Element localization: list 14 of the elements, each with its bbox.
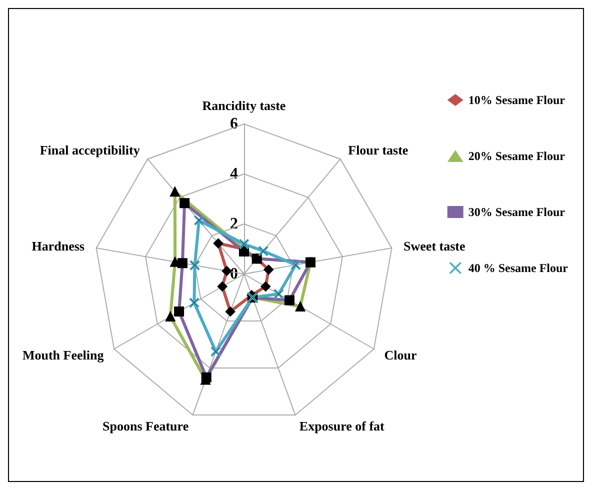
spoke-label: Flour taste xyxy=(348,142,408,158)
legend-label: 40 % Sesame Flour xyxy=(468,261,569,275)
legend-label: 10% Sesame Flour xyxy=(468,93,566,107)
legend-label: 20% Sesame Flour xyxy=(468,149,566,163)
spoke-label: Mouth Feeling xyxy=(22,348,104,362)
spoke-label: Hardness xyxy=(32,238,84,254)
spoke-label: Sweet taste xyxy=(404,238,466,254)
spoke-label: Exposure of fat xyxy=(299,418,386,434)
spoke-label: Spoons Feature xyxy=(102,418,189,434)
spoke-label: Rancidity taste xyxy=(202,98,286,113)
y-tick-label: 4 xyxy=(230,166,238,182)
legend-label: 30% Sesame Flour xyxy=(468,205,566,219)
spoke-label: Clour xyxy=(384,348,418,362)
spoke-label: Final acceptibility xyxy=(40,142,140,158)
